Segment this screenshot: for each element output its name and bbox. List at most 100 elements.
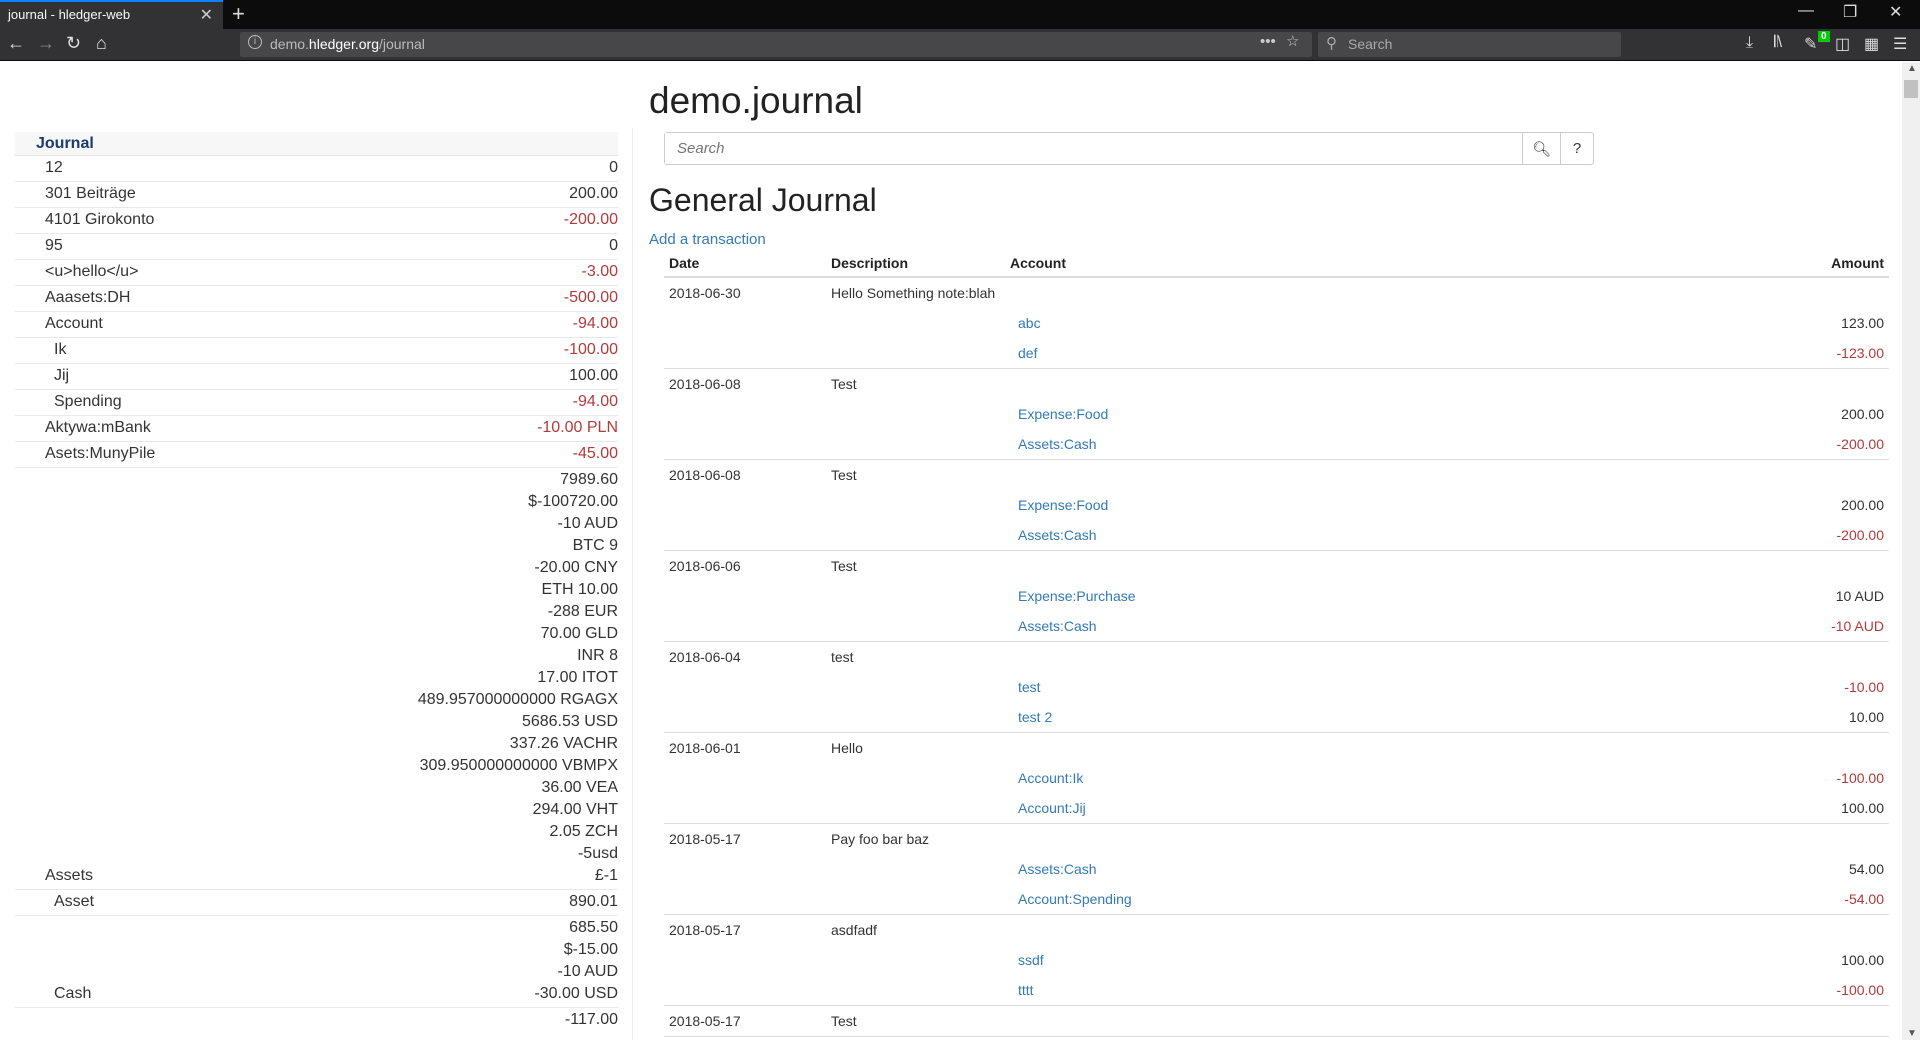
transaction: 2018-06-08 Test Expense:Food 200.00 Assets:C… <box>664 369 1889 460</box>
sidebar-account-row[interactable]: Aktywa:mBank -10.00 PLN <box>15 416 618 442</box>
account-name[interactable]: Asets:MunyPile <box>45 445 156 462</box>
posting-account-link[interactable]: Expense:Food <box>1018 497 1109 513</box>
col-amount[interactable]: Amount <box>1831 255 1884 271</box>
account-name[interactable]: Account <box>45 315 103 332</box>
transaction: 2018-06-04 test test -10.00 test 2 10.00 <box>664 642 1889 733</box>
posting-row: tttt -100.00 <box>664 975 1889 1005</box>
posting-row: Account:Jij 100.00 <box>664 793 1889 823</box>
col-account[interactable]: Account <box>1010 255 1066 271</box>
posting-account-link[interactable]: Account:Spending <box>1018 891 1132 907</box>
txn-description: Test <box>831 1013 857 1029</box>
posting-account-link[interactable]: Account:Jij <box>1018 800 1086 816</box>
restore-icon[interactable]: ❐ <box>1843 4 1858 21</box>
add-transaction-link[interactable]: Add a transaction <box>649 231 766 248</box>
menu-icon[interactable]: ☰ <box>1893 36 1908 53</box>
account-name[interactable]: 301 Beiträge <box>45 185 136 202</box>
scroll-up-icon[interactable]: ▲ <box>1907 63 1917 74</box>
posting-row: Expense:Food 200.00 <box>664 490 1889 520</box>
txn-description: Test <box>831 467 857 483</box>
sidebar-account-row[interactable]: 301 Beiträge 200.00 <box>15 182 618 208</box>
help-button[interactable]: ? <box>1560 133 1593 164</box>
back-icon[interactable]: ← <box>7 33 25 53</box>
posting-account-link[interactable]: def <box>1018 345 1038 361</box>
containers-icon[interactable]: ▦ <box>1864 36 1880 53</box>
posting-account-link[interactable]: Expense:Purchase <box>1018 588 1136 604</box>
scrollbar-thumb[interactable] <box>1904 80 1918 98</box>
posting-account-link[interactable]: tttt <box>1018 982 1034 998</box>
main-content: demo.journal 🔍︎ ? General Journal Add a … <box>649 78 1889 1037</box>
sidebar-icon[interactable]: ◫ <box>1835 36 1851 53</box>
sidebar-account-row[interactable]: Account -94.00 <box>15 312 618 338</box>
account-name[interactable]: Assets <box>45 867 94 884</box>
more-icon[interactable]: ••• <box>1260 33 1276 50</box>
posting-account-link[interactable]: test <box>1018 679 1041 695</box>
sidebar-account-row[interactable]: Assets 7989.60 $-100720.00 -10 AUD BTC 9 -20.… <box>15 468 618 890</box>
account-name[interactable]: Ik <box>54 341 67 358</box>
posting-account-link[interactable]: test 2 <box>1018 709 1053 725</box>
account-name[interactable]: 4101 Girokonto <box>45 211 155 228</box>
transaction-row: 2018-05-17 asdfadf <box>664 915 1889 945</box>
sidebar-account-row[interactable]: Spending -94.00 <box>15 390 618 416</box>
account-name[interactable]: 12 <box>45 159 63 176</box>
browser-search-input[interactable]: ⚲ Search <box>1318 32 1621 57</box>
col-date[interactable]: Date <box>669 255 700 271</box>
url-bar[interactable]: i demo.hledger.org/journal <box>240 32 1312 57</box>
sidebar-account-row[interactable]: Asset 890.01 <box>15 890 618 916</box>
new-tab-icon[interactable]: + <box>232 1 245 26</box>
posting-account-link[interactable]: Assets:Cash <box>1018 618 1097 634</box>
posting-account-link[interactable]: Assets:Cash <box>1018 861 1097 877</box>
reload-icon[interactable]: ↻ <box>66 33 82 53</box>
transaction: 2018-06-01 Hello Account:Ik -100.00 Account:… <box>664 733 1889 824</box>
account-name[interactable]: Asset <box>54 893 95 910</box>
sidebar-journal-link[interactable]: Journal <box>15 132 618 156</box>
sidebar-account-row[interactable]: <u>hello</u> -3.00 <box>15 260 618 286</box>
search-input[interactable] <box>665 133 1522 164</box>
download-icon[interactable]: ⤓ <box>1746 34 1754 51</box>
balance-amount: -117.00 <box>564 1011 618 1028</box>
account-name[interactable]: Aaasets:DH <box>45 289 131 306</box>
account-name[interactable]: <u>hello</u> <box>45 263 139 280</box>
scroll-down-icon[interactable]: ▼ <box>1907 1028 1917 1039</box>
home-icon[interactable]: ⌂ <box>96 33 107 53</box>
sidebar-account-row[interactable]: Ik -100.00 <box>15 338 618 364</box>
forward-icon[interactable]: → <box>37 33 55 53</box>
sidebar-account-row[interactable]: Aaasets:DH -500.00 <box>15 286 618 312</box>
close-tab-icon[interactable]: ✕ <box>199 7 213 24</box>
sidebar-account-row[interactable]: 4101 Girokonto -200.00 <box>15 208 618 234</box>
col-description[interactable]: Description <box>831 255 909 271</box>
tab-active[interactable]: journal - hledger-web ✕ <box>0 0 223 29</box>
search-button[interactable]: 🔍︎ <box>1522 133 1560 164</box>
transaction: 2018-05-17 Pay foo bar baz Assets:Cash 54.0… <box>664 824 1889 915</box>
balance-amount: -100.00 <box>563 341 618 358</box>
bookmark-star-icon[interactable]: ☆ <box>1285 33 1300 50</box>
sidebar-account-row[interactable]: -117.00 <box>15 1008 618 1033</box>
close-window-icon[interactable]: ✕ <box>1889 4 1903 21</box>
account-name[interactable]: Aktywa:mBank <box>45 419 151 436</box>
sidebar-account-row[interactable]: Asets:MunyPile -45.00 <box>15 442 618 468</box>
account-name[interactable]: 95 <box>45 237 63 254</box>
balance-amount: -94.00 <box>572 393 618 410</box>
sidebar-account-row[interactable]: 12 0 <box>15 156 618 182</box>
posting-account-link[interactable]: Account:Ik <box>1018 770 1084 786</box>
posting-account-link[interactable]: ssdf <box>1018 952 1044 968</box>
account-balance: -200.00 <box>564 209 618 231</box>
account-name[interactable]: Jij <box>54 367 70 384</box>
extension-icon[interactable]: ✎ <box>1804 36 1818 53</box>
posting-account-link[interactable]: Assets:Cash <box>1018 527 1097 543</box>
posting-account-link[interactable]: Assets:Cash <box>1018 436 1097 452</box>
account-name[interactable]: Spending <box>54 393 122 410</box>
posting-account-link[interactable]: abc <box>1018 315 1041 331</box>
posting-account-link[interactable]: Expense:Food <box>1018 406 1109 422</box>
minimize-icon[interactable]: — <box>1798 2 1814 19</box>
page-title: demo.journal <box>649 80 863 121</box>
sidebar-account-row[interactable]: Cash 685.50 $-15.00 -10 AUD -30.00 USD <box>15 916 618 1008</box>
library-icon[interactable]: 𝄃\ <box>1774 34 1783 51</box>
sidebar-account-row[interactable]: 95 0 <box>15 234 618 260</box>
account-name[interactable]: Cash <box>54 985 92 1002</box>
account-balance: 0 <box>609 235 618 257</box>
scrollbar[interactable]: ▲ ▼ <box>1902 62 1920 1040</box>
journal-table: Date Description Account Amount 2018-06-… <box>664 252 1889 1037</box>
sidebar-account-row[interactable]: Jij 100.00 <box>15 364 618 390</box>
info-icon[interactable]: i <box>248 35 262 49</box>
extension-badge: 0 <box>1818 31 1830 42</box>
